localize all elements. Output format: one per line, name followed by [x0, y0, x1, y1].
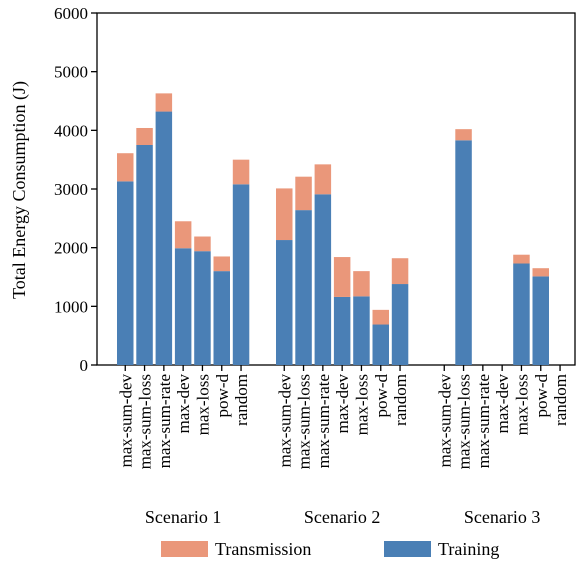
- y-axis: 0 1000 2000 3000 4000 5000 6000: [54, 4, 97, 375]
- y-axis-title: Total Energy Consumption (J): [9, 81, 30, 299]
- bar-training: [455, 140, 472, 365]
- bar-training: [333, 296, 351, 365]
- bar-training: [213, 271, 230, 365]
- bar-training: [117, 181, 134, 365]
- x-tick-label: max-dev: [493, 374, 512, 434]
- bar-transmission: [532, 268, 549, 277]
- legend-label: Training: [438, 539, 499, 559]
- y-tick-label: 0: [80, 356, 89, 375]
- x-tick-label: max-sum-loss: [295, 374, 314, 469]
- y-tick-label: 4000: [54, 121, 88, 140]
- group-label: Scenario 1: [145, 507, 221, 527]
- legend-swatch: [161, 541, 208, 557]
- x-tick-label: max-dev: [333, 374, 352, 434]
- x-tick-label: pow-d: [372, 374, 391, 418]
- bar-transmission: [455, 129, 472, 141]
- bar-training: [353, 296, 370, 365]
- x-tick-label: max-sum-loss: [136, 374, 155, 469]
- bar-training: [513, 263, 530, 365]
- legend-swatch: [384, 541, 431, 557]
- bar-transmission: [155, 93, 173, 112]
- bar-training: [276, 240, 293, 365]
- x-tick-label: random: [551, 374, 570, 426]
- x-tick-label: pow-d: [213, 374, 232, 418]
- x-tick-label: random: [232, 374, 251, 426]
- x-tick-label: max-sum-rate: [155, 374, 174, 468]
- legend: Transmission Training: [161, 539, 499, 559]
- x-tick-label: max-dev: [174, 374, 193, 434]
- bar-transmission: [232, 159, 250, 185]
- y-tick-label: 6000: [54, 4, 88, 23]
- bar-transmission: [391, 258, 409, 285]
- bar-training: [372, 324, 389, 365]
- x-tick-label: pow-d: [532, 374, 551, 418]
- bar-training: [232, 184, 250, 365]
- x-tick-label: random: [391, 374, 410, 426]
- bar-training: [174, 248, 192, 365]
- bar-transmission: [213, 256, 230, 272]
- y-tick-label: 3000: [54, 180, 88, 199]
- bar-training: [295, 210, 312, 365]
- bar-transmission: [353, 271, 370, 297]
- x-tick-label: max-sum-dev: [116, 374, 135, 468]
- plot-area: [96, 12, 576, 366]
- x-tick-label: max-loss: [512, 374, 531, 435]
- bar-transmission: [372, 309, 389, 325]
- bar-transmission: [333, 257, 351, 297]
- legend-label: Transmission: [215, 539, 311, 559]
- bar-training: [391, 284, 409, 365]
- bar-training: [194, 251, 211, 365]
- bar-transmission: [513, 254, 530, 264]
- y-tick-label: 5000: [54, 63, 88, 82]
- bar-transmission: [117, 153, 134, 182]
- bar-transmission: [136, 127, 153, 145]
- x-tick-label: max-sum-dev: [275, 374, 294, 468]
- x-tick-label: max-sum-dev: [435, 374, 454, 468]
- x-tick-label: max-sum-rate: [474, 374, 493, 468]
- group-label: Scenario 2: [304, 507, 380, 527]
- x-tick-label: max-sum-loss: [455, 374, 474, 469]
- y-tick-label: 2000: [54, 239, 88, 258]
- bar-transmission: [194, 236, 211, 252]
- x-tick-label: max-sum-rate: [314, 374, 333, 468]
- group-label: Scenario 3: [464, 507, 540, 527]
- x-tick-label: max-loss: [352, 374, 371, 435]
- x-tick-label: max-loss: [193, 374, 212, 435]
- bar-training: [314, 194, 332, 365]
- bar-transmission: [276, 188, 293, 241]
- bar-training: [532, 276, 549, 365]
- bar-transmission: [314, 164, 332, 195]
- y-tick-label: 1000: [54, 297, 88, 316]
- bar-transmission: [174, 221, 192, 249]
- bar-transmission: [295, 176, 312, 211]
- x-axis: max-sum-dev max-sum-loss max-sum-rate max-d…: [116, 365, 570, 527]
- bar-training: [155, 111, 173, 365]
- bar-training: [136, 145, 153, 365]
